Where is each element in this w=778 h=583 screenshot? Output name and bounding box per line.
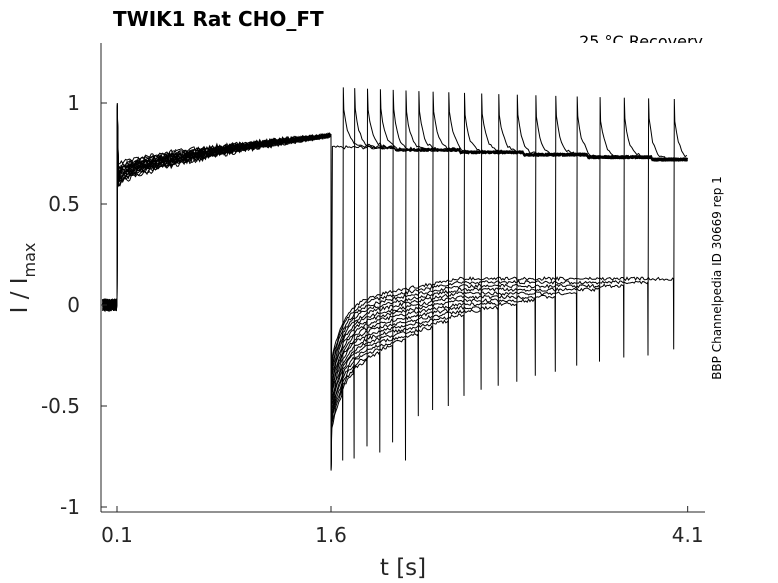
y-tick-label: 0 — [67, 293, 80, 317]
y-tick-label: 1 — [67, 91, 80, 115]
trace-sweep — [102, 95, 687, 456]
chart-title: TWIK1 Rat CHO_FT — [113, 7, 324, 31]
plot-area — [100, 43, 705, 513]
trace-sweep — [102, 95, 688, 457]
x-tick-label: 0.1 — [101, 523, 133, 547]
side-id-label: BBP Channelpedia ID 30669 rep 1 — [710, 176, 724, 380]
trace-sweep — [102, 96, 688, 455]
y-axis-label-subscript: max — [20, 243, 39, 278]
y-tick-label: -0.5 — [41, 394, 80, 418]
plot-background — [101, 43, 705, 512]
y-tick-label: -1 — [60, 495, 80, 519]
y-axis-label-main: I / I — [7, 277, 33, 313]
x-tick-label: 1.6 — [315, 523, 347, 547]
y-ticks: 1 0.5 0 -0.5 -1 — [41, 91, 107, 519]
x-axis-label: t [s] — [380, 555, 426, 581]
x-tick-label: 4.1 — [672, 523, 704, 547]
y-axis-label: I / Imax — [7, 243, 39, 314]
trace-sweep — [102, 98, 688, 451]
trace-sweep — [102, 98, 688, 452]
x-ticks: 0.1 1.6 4.1 — [101, 506, 704, 547]
traces — [102, 87, 689, 471]
y-tick-label: 0.5 — [48, 192, 80, 216]
trace-sweep — [102, 97, 687, 453]
